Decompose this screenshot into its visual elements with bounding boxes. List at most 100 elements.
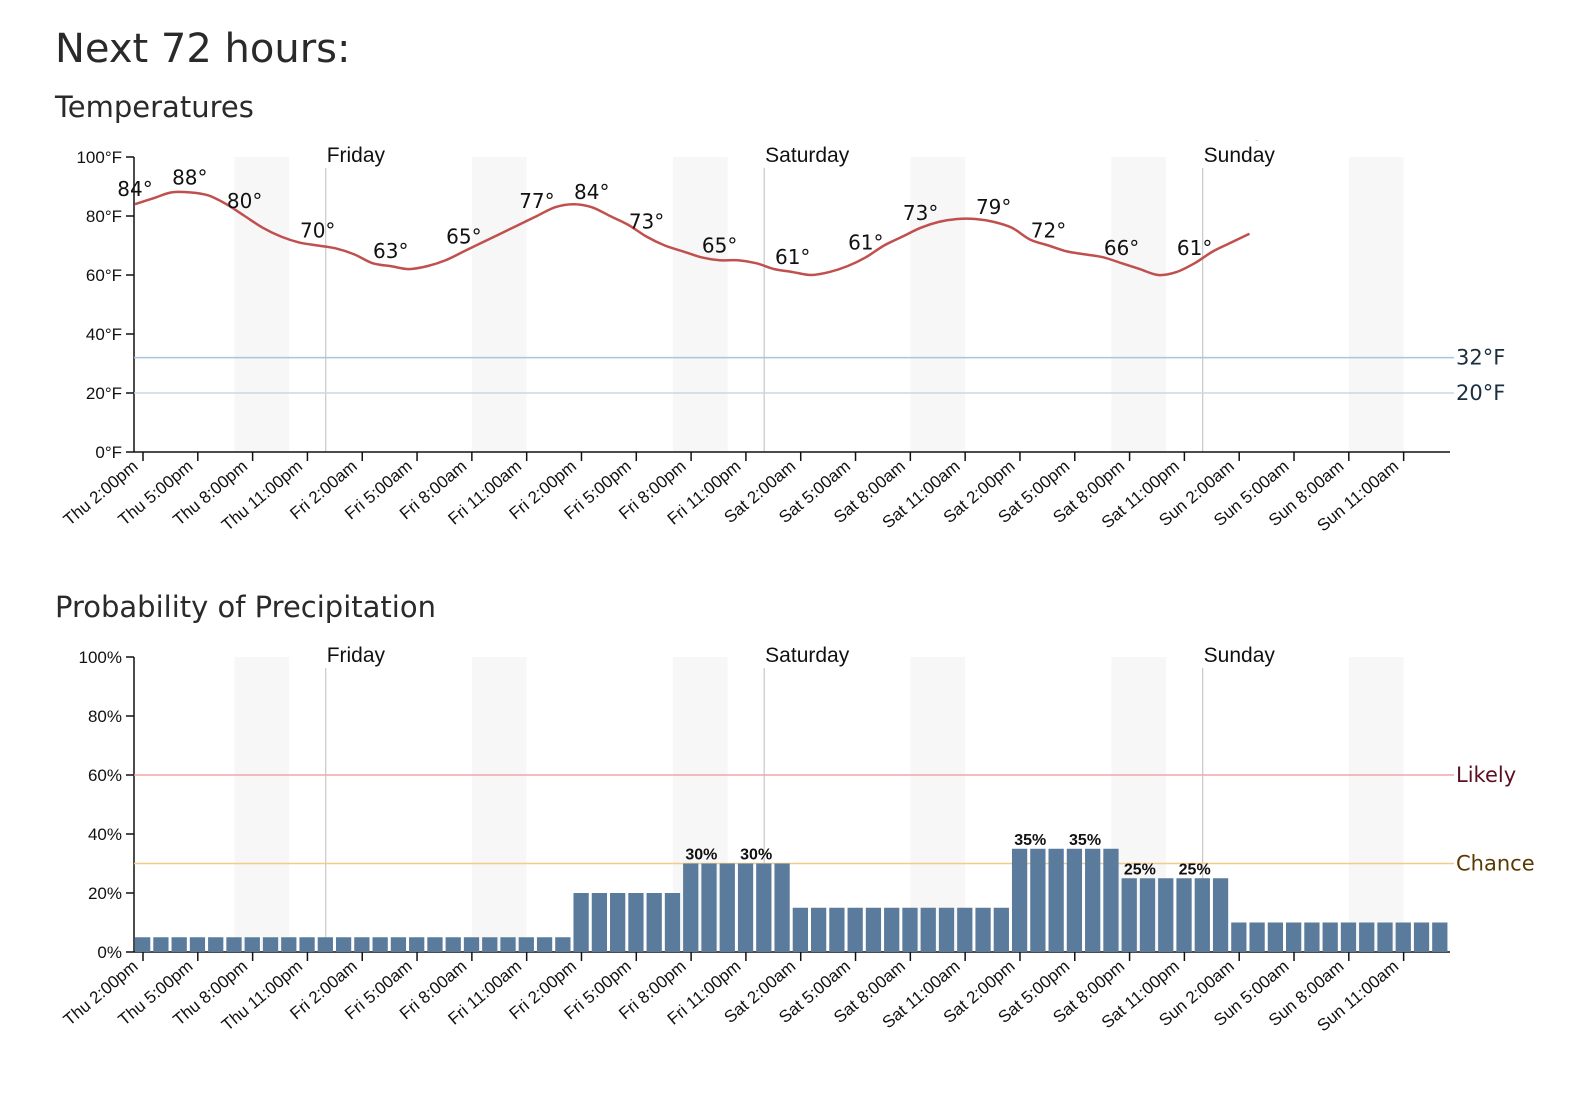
precip-bar: [1304, 922, 1320, 952]
precip-bar: [1377, 922, 1393, 952]
day-label: Sunday: [1204, 144, 1276, 167]
precip-bar: [1048, 848, 1064, 952]
precip-bar: [810, 907, 827, 952]
precip-bar: [299, 937, 315, 952]
temperature-point-label: 61°: [775, 245, 810, 269]
precip-bar: [1011, 848, 1028, 952]
temperature-point-label: 73°: [629, 210, 664, 234]
precip-bar: [847, 907, 863, 952]
precip-bar: [865, 907, 882, 952]
y-tick-label: 40°F: [86, 325, 122, 344]
page-title: Next 72 hours:: [55, 26, 351, 72]
night-band: [234, 657, 290, 952]
day-label: Friday: [327, 144, 386, 167]
precip-bar: [1194, 878, 1210, 952]
night-band: [1348, 157, 1404, 452]
precip-bar: [518, 937, 534, 952]
night-band: [910, 657, 966, 952]
precip-bar: [957, 907, 973, 952]
precip-bar: [756, 863, 772, 952]
night-band: [910, 157, 966, 452]
precip-bar-label: 25%: [1124, 861, 1156, 878]
precip-bar: [774, 863, 790, 952]
precip-bar: [1395, 922, 1411, 952]
precipitation-chart: Friday Saturday Sunday0%20%40%60%80%100%Th…: [60, 644, 1535, 1035]
precip-bar: [372, 937, 388, 952]
precip-bar: [1359, 922, 1375, 952]
precip-bar: [482, 937, 498, 952]
precip-bar: [573, 893, 589, 952]
precip-bar-label: 25%: [1179, 861, 1211, 878]
temperature-point-label: 84°: [117, 177, 152, 201]
precip-bar: [884, 907, 900, 952]
precip-bar: [993, 907, 1009, 952]
precip-bar: [335, 937, 352, 952]
precip-bar-label: 35%: [1014, 832, 1046, 849]
precip-bar: [1322, 922, 1338, 952]
precip-bar: [135, 937, 151, 952]
reference-label: Likely: [1456, 763, 1516, 787]
temperature-point-label: 72°: [1031, 219, 1066, 243]
reference-label: Chance: [1456, 852, 1535, 876]
day-label: Saturday: [765, 644, 850, 667]
precip-bar: [1286, 922, 1302, 952]
y-tick-label: 60%: [88, 766, 122, 785]
precip-bar: [920, 907, 936, 952]
temperature-point-label: 63°: [373, 239, 408, 263]
y-tick-label: 100°F: [76, 148, 122, 167]
temperature-chart: Friday Saturday Sunday 0°F 20°F 40°F 60°F 80°F 1…: [60, 140, 1505, 535]
night-band: [1111, 657, 1167, 952]
precip-bar: [1413, 922, 1430, 952]
precip-bar-label: 30%: [740, 847, 772, 864]
precip-bar: [1103, 848, 1119, 952]
y-tick-label: 0%: [97, 943, 122, 962]
night-band: [471, 657, 527, 952]
night-band: [1111, 157, 1167, 452]
temperature-point-label: 64°: [1250, 140, 1285, 145]
precip-bar: [153, 937, 169, 952]
precip-bar: [628, 893, 644, 952]
precip-bar: [244, 937, 260, 952]
precip-bar: [1249, 922, 1265, 952]
precip-bar: [189, 937, 206, 952]
precip-bar: [354, 937, 370, 952]
precip-bar: [1176, 878, 1192, 952]
reference-label: 20°F: [1456, 381, 1505, 405]
temperature-line: [134, 190, 1251, 277]
temperature-point-label: 66°: [1104, 236, 1139, 260]
precip-bar: [1139, 878, 1156, 952]
precip-bar: [646, 893, 662, 952]
night-band: [1348, 657, 1404, 952]
precip-bar-label: 30%: [685, 847, 717, 864]
temperature-point-label: 65°: [702, 233, 737, 257]
precip-bar: [463, 937, 480, 952]
precip-bar-label: 35%: [1069, 832, 1101, 849]
precip-bar: [262, 937, 279, 952]
precip-bar: [664, 893, 681, 952]
temperature-point-label: 61°: [1177, 236, 1212, 260]
night-band: [234, 157, 290, 452]
precip-bar: [938, 907, 955, 952]
precip-bar: [208, 937, 224, 952]
y-tick-label: 20%: [88, 884, 122, 903]
precip-bar: [317, 937, 333, 952]
y-tick-label: 80°F: [86, 207, 122, 226]
temperatures-heading: Temperatures: [55, 90, 254, 124]
precip-bar: [409, 937, 425, 952]
temperature-point-label: 70°: [300, 219, 335, 243]
precip-bar: [902, 907, 918, 952]
precip-bar: [500, 937, 516, 952]
temperature-point-label: 77°: [519, 189, 554, 213]
temperature-point-label: 80°: [227, 189, 262, 213]
precipitation-heading: Probability of Precipitation: [55, 590, 436, 624]
precip-bar: [975, 907, 991, 952]
precip-bar: [737, 863, 754, 952]
precip-bar: [701, 863, 717, 952]
precip-bar: [1158, 878, 1174, 952]
precip-bar: [1340, 922, 1357, 952]
day-label: Sunday: [1204, 644, 1276, 667]
precip-bar: [226, 937, 242, 952]
temperature-point-label: 73°: [903, 201, 938, 225]
y-tick-label: 100%: [79, 648, 122, 667]
precip-bar: [445, 937, 461, 952]
